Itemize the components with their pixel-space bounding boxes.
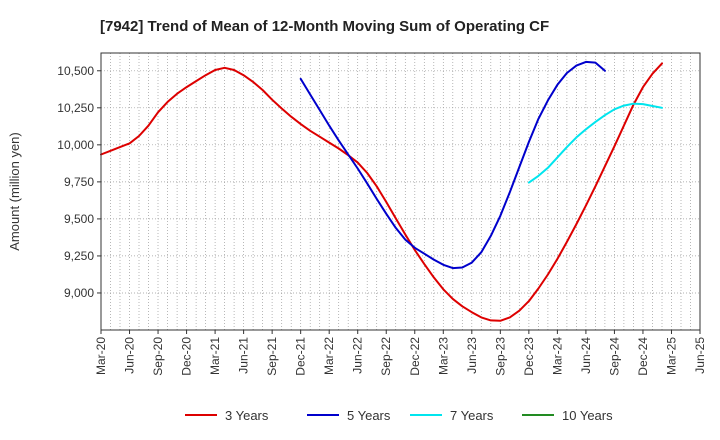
series-lines: [100, 60, 663, 322]
y-tick-label: 9,000: [64, 286, 94, 300]
series-line-7-years: [527, 102, 663, 184]
x-tick-label: Dec-22: [408, 337, 422, 376]
x-tick-label: Jun-24: [579, 337, 593, 374]
x-tick-label: Mar-23: [436, 337, 450, 375]
y-tick-label: 9,250: [64, 249, 94, 263]
x-tick-label: Dec-24: [636, 337, 650, 376]
x-tick-label: Mar-22: [322, 337, 336, 375]
x-tick-label: Mar-21: [208, 337, 222, 375]
series-line-3-years: [100, 62, 663, 322]
x-tick-label: Dec-23: [522, 337, 536, 376]
y-tick-label: 10,500: [57, 64, 94, 78]
x-tick-label: Jun-25: [693, 337, 707, 374]
legend-label-5-years: 5 Years: [347, 408, 391, 423]
chart-title: [7942] Trend of Mean of 12-Month Moving …: [100, 18, 549, 35]
x-tick-label: Jun-20: [123, 337, 137, 374]
x-tick-label: Jun-23: [465, 337, 479, 374]
y-tick-label: 9,750: [64, 175, 94, 189]
x-tick-label: Jun-22: [351, 337, 365, 374]
x-tick-label: Dec-21: [294, 337, 308, 376]
y-tick-label: 10,250: [57, 101, 94, 115]
legend-label-10-years: 10 Years: [562, 408, 613, 423]
x-tick-label: Sep-20: [151, 337, 165, 376]
x-axis-ticks: Mar-20 Jun-20 Sep-20 Dec-20 Mar-21 Jun-21 Sep-…: [94, 330, 707, 376]
y-axis-ticks: 9,000 9,250 9,500 9,750 10,000 10,250 10,500: [57, 64, 101, 300]
x-tick-label: Sep-22: [379, 337, 393, 376]
x-tick-label: Sep-24: [607, 337, 621, 376]
grid: [101, 53, 700, 330]
series-line-5-years: [299, 60, 606, 270]
legend-label-7-years: 7 Years: [450, 408, 494, 423]
plot-frame: [100, 52, 701, 331]
y-axis-label: Amount (million yen): [7, 132, 22, 251]
y-tick-label: 9,500: [64, 212, 94, 226]
x-tick-label: Mar-25: [664, 337, 678, 375]
x-tick-label: Sep-21: [265, 337, 279, 376]
legend: 3 Years 5 Years 7 Years 10 Years: [185, 408, 613, 423]
x-tick-label: Mar-24: [550, 337, 564, 375]
x-tick-label: Mar-20: [94, 337, 108, 375]
x-tick-label: Sep-23: [493, 337, 507, 376]
x-tick-label: Dec-20: [180, 337, 194, 376]
x-tick-label: Jun-21: [237, 337, 251, 374]
legend-label-3-years: 3 Years: [225, 408, 269, 423]
y-tick-label: 10,000: [57, 138, 94, 152]
